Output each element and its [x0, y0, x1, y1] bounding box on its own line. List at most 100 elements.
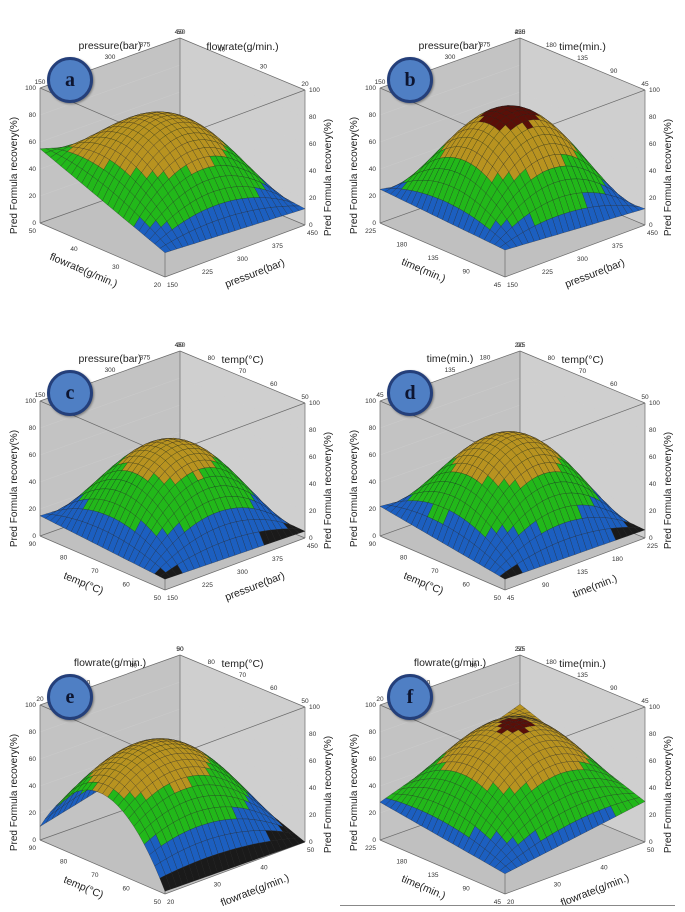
surface-plot-f: 0 0 20 20 40 40 60 60 80 80 100 100 Pred Formula rec… — [349, 646, 674, 909]
x-tick-top: 450 — [175, 29, 186, 36]
x-tick: 450 — [307, 543, 318, 550]
z-tick-right: 80 — [309, 114, 317, 121]
y-tick: 70 — [91, 872, 99, 879]
x-tick: 450 — [307, 230, 318, 237]
x-tick: 45 — [507, 595, 515, 602]
z-axis-label-left: Pred Formula recovery(%) — [9, 430, 20, 547]
x-tick: 300 — [577, 256, 588, 263]
y-tick-top: 180 — [546, 42, 557, 49]
y-axis-label: temp(°C) — [402, 570, 445, 598]
z-tick-right: 100 — [309, 400, 320, 407]
y-axis-label-top: temp(°C) — [221, 354, 263, 366]
bottom-rule — [340, 905, 675, 906]
y-tick: 225 — [365, 845, 376, 852]
chart-panel-d: 0 0 20 20 40 40 60 60 80 80 100 100 Pred Formula rec… — [345, 318, 675, 608]
x-tick: 225 — [202, 269, 213, 276]
z-tick-left: 0 — [372, 533, 376, 540]
z-tick-right: 100 — [309, 704, 320, 711]
surface-plot-c: 0 0 20 20 40 40 60 60 80 80 100 100 Pred Formula rec… — [9, 342, 334, 603]
panel-badge-c: c — [47, 370, 93, 416]
z-axis-label-left: Pred Formula recovery(%) — [9, 734, 20, 851]
x-tick: 225 — [202, 582, 213, 589]
y-axis-label: time(min.) — [400, 873, 448, 902]
y-tick: 50 — [154, 899, 162, 906]
z-tick-right: 0 — [309, 535, 313, 542]
x-axis-label-top: time(min.) — [427, 353, 474, 365]
z-tick-left: 60 — [29, 452, 37, 459]
y-axis-label: flowrate(g/min.) — [48, 251, 119, 290]
surface-cell — [499, 571, 512, 580]
chart-panel-f: 0 0 20 20 40 40 60 60 80 80 100 100 Pred Formula rec… — [345, 622, 675, 912]
y-tick-top: 90 — [176, 646, 184, 653]
z-tick-left: 60 — [369, 139, 377, 146]
y-tick: 90 — [463, 886, 471, 893]
y-tick-top: 60 — [270, 685, 278, 692]
z-axis-label-right: Pred Formula recovery(%) — [323, 119, 334, 236]
x-tick-top: 300 — [105, 367, 116, 374]
y-tick-top: 225 — [515, 29, 526, 36]
y-tick-top: 90 — [176, 342, 184, 349]
x-tick-top: 300 — [105, 54, 116, 61]
y-tick: 60 — [123, 886, 131, 893]
y-tick: 45 — [494, 899, 502, 906]
z-tick-left: 40 — [29, 166, 37, 173]
y-tick-top: 45 — [641, 698, 649, 705]
x-axis-label: flowrate(g/min.) — [219, 872, 291, 909]
y-tick: 135 — [428, 872, 439, 879]
z-tick-right: 60 — [649, 141, 657, 148]
surface-mesh — [379, 105, 646, 251]
surface-cell — [159, 572, 172, 580]
panel-badge-e: e — [47, 674, 93, 720]
y-tick: 70 — [91, 568, 99, 575]
x-tick-top: 375 — [140, 355, 151, 362]
surface-mesh — [379, 704, 646, 874]
y-tick: 225 — [365, 228, 376, 235]
z-tick-right: 20 — [649, 508, 657, 515]
z-tick-left: 100 — [365, 85, 376, 92]
x-tick: 20 — [167, 899, 175, 906]
z-tick-right: 20 — [649, 195, 657, 202]
z-axis-label-left: Pred Formula recovery(%) — [9, 117, 20, 234]
z-tick-left: 20 — [369, 193, 377, 200]
z-tick-left: 20 — [369, 810, 377, 817]
y-tick: 180 — [396, 242, 407, 249]
z-tick-right: 80 — [649, 427, 657, 434]
surface-cell — [499, 243, 512, 251]
x-tick-top: 375 — [140, 42, 151, 49]
x-tick: 20 — [507, 899, 515, 906]
z-tick-right: 20 — [309, 812, 317, 819]
surface-mesh — [379, 431, 646, 580]
y-tick-top: 20 — [301, 81, 309, 88]
z-tick-left: 60 — [369, 756, 377, 763]
z-tick-right: 100 — [309, 87, 320, 94]
y-tick-top: 70 — [239, 368, 247, 375]
y-tick-top: 70 — [239, 672, 247, 679]
z-tick-right: 20 — [309, 195, 317, 202]
x-tick: 150 — [167, 595, 178, 602]
x-tick-top: 375 — [480, 42, 491, 49]
y-tick: 30 — [112, 264, 120, 271]
surface-mesh — [39, 111, 306, 253]
surface-cell — [159, 244, 172, 253]
z-tick-left: 0 — [32, 220, 36, 227]
y-axis-label: temp(°C) — [62, 874, 105, 902]
z-tick-right: 0 — [309, 222, 313, 229]
z-axis-label-right: Pred Formula recovery(%) — [663, 119, 674, 236]
z-tick-left: 80 — [369, 112, 377, 119]
y-axis-label-top: temp(°C) — [561, 354, 603, 366]
y-tick-top: 50 — [301, 698, 309, 705]
y-tick: 90 — [369, 541, 377, 548]
surface-mesh — [39, 438, 306, 580]
x-tick-top: 20 — [36, 696, 44, 703]
z-tick-left: 80 — [29, 729, 37, 736]
z-tick-right: 100 — [649, 704, 660, 711]
y-tick: 60 — [123, 582, 131, 589]
z-tick-right: 80 — [649, 114, 657, 121]
y-tick-top: 90 — [610, 685, 618, 692]
y-tick-top: 30 — [260, 64, 268, 71]
z-tick-left: 0 — [372, 837, 376, 844]
x-tick: 50 — [647, 847, 655, 854]
x-axis-label: flowrate(g/min.) — [559, 872, 631, 909]
chart-panel-c: 0 0 20 20 40 40 60 60 80 80 100 100 Pred Formula rec… — [5, 318, 335, 608]
z-tick-left: 80 — [29, 425, 37, 432]
